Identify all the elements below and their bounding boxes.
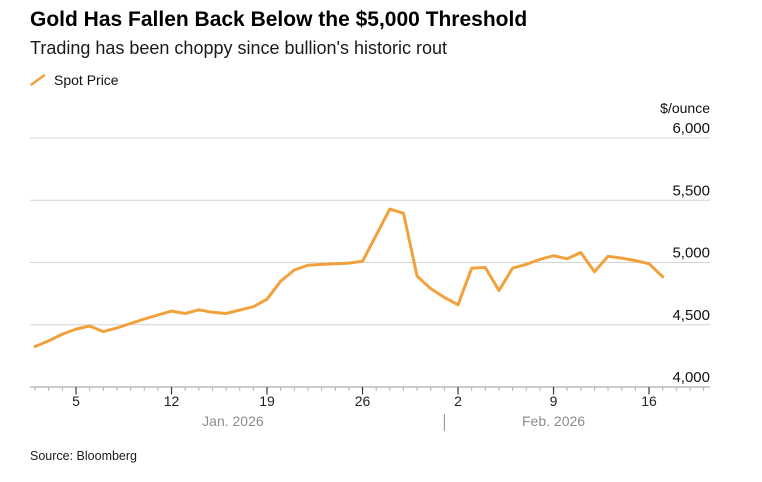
x-axis-day-label: 2 — [454, 393, 462, 409]
chart-title: Gold Has Fallen Back Below the $5,000 Th… — [30, 8, 528, 31]
plot-area: 4,000 4,500 5,000 5,500 6,000 5 12 19 26 2 9 16 Jan.… — [30, 120, 710, 431]
x-axis-day-label: 5 — [72, 393, 80, 409]
y-axis-tick-label: 4,000 — [672, 369, 710, 386]
x-axis-day-label: 9 — [550, 393, 558, 409]
chart-legend: Spot Price — [30, 72, 119, 88]
x-axis-month-label: Feb. 2026 — [522, 413, 585, 429]
y-axis-tick-label: 6,000 — [672, 120, 710, 137]
x-axis-month-label: Jan. 2026 — [202, 413, 264, 429]
x-axis-day-label: 12 — [164, 393, 180, 409]
spot-price-line-icon — [30, 74, 46, 86]
price-chart: $/ounce 4,000 4,500 5,000 5,500 6,000 5 12 19 26… — [30, 100, 710, 431]
spot-price-line — [33, 207, 665, 348]
y-axis-tick-label: 5,000 — [672, 245, 710, 262]
y-axis-unit-label: $/ounce — [660, 100, 710, 116]
chart-header: Gold Has Fallen Back Below the $5,000 Th… — [30, 6, 527, 59]
x-axis-day-label: 16 — [641, 393, 657, 409]
y-axis-tick-label: 5,500 — [672, 182, 710, 199]
x-axis-day-label: 19 — [259, 393, 275, 409]
chart-subtitle: Trading has been choppy since bullion's … — [30, 38, 448, 58]
y-axis-tick-label: 4,500 — [672, 307, 710, 324]
x-axis-day-label: 26 — [355, 393, 371, 409]
source-note: Source: Bloomberg — [30, 449, 138, 463]
legend-label-spot-price: Spot Price — [54, 72, 119, 88]
